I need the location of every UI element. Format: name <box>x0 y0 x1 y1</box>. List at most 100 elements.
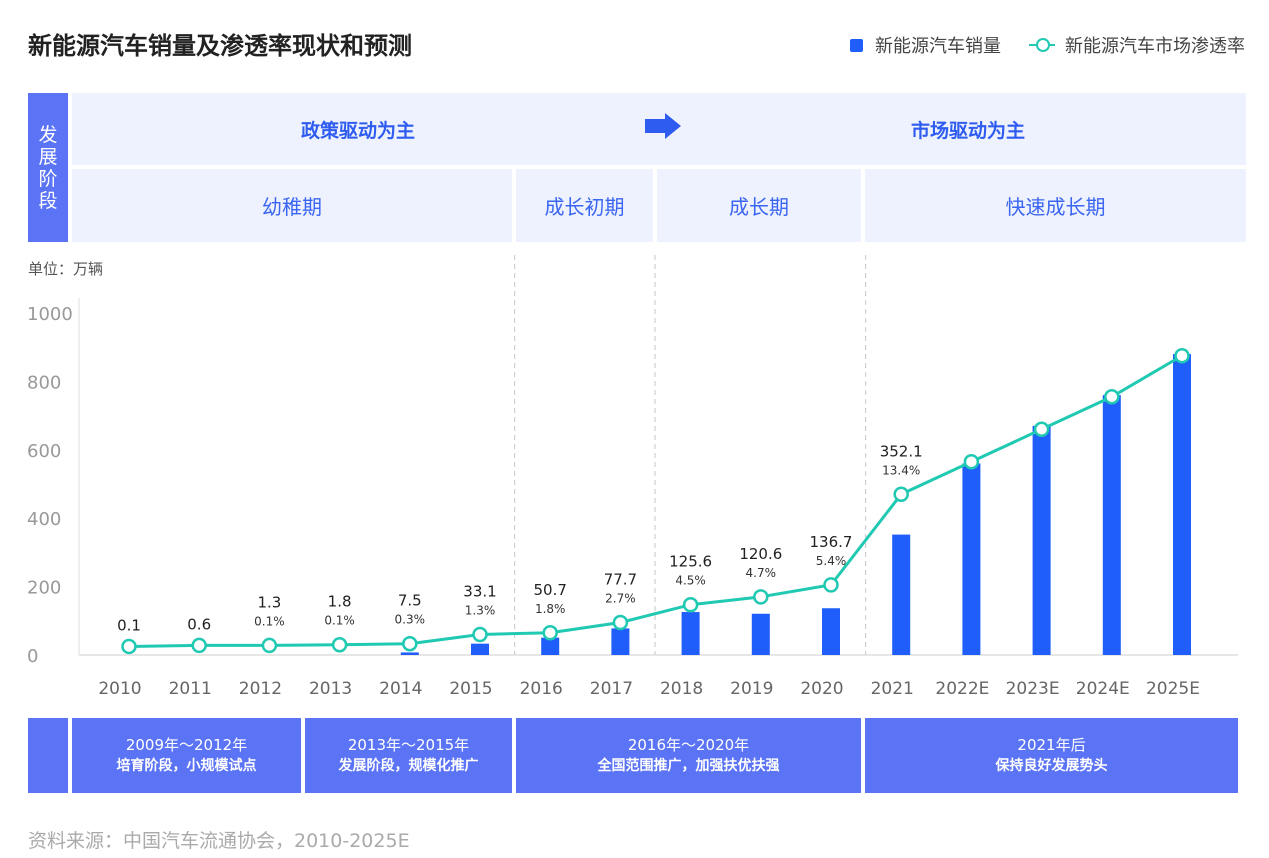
market-driven-band: 市场驱动为主 <box>690 93 1246 165</box>
stage-side-label: 发展阶段 <box>28 93 68 242</box>
bar-swatch-icon <box>850 38 863 52</box>
value-label-2019: 120.6 <box>739 545 782 563</box>
y-tick-label: 600 <box>27 441 61 462</box>
footer-period-3-desc: 全国范围推广，加强扶优扶强 <box>597 757 780 774</box>
value-label-2018: 125.6 <box>669 553 712 571</box>
legend: 新能源汽车销量 新能源汽车市场渗透率 <box>822 32 1245 58</box>
x-tick-label: 2015 <box>449 679 492 699</box>
x-tick-label: 2018 <box>660 679 703 699</box>
rate-label-2020: 5.4% <box>816 554 847 568</box>
value-label-2020: 136.7 <box>810 533 853 551</box>
x-tick-label: 2014 <box>379 679 422 699</box>
footer-period-4-desc: 保持良好发展势头 <box>995 757 1108 774</box>
rate-label-2017: 2.7% <box>605 592 636 606</box>
rate-label-2019: 4.7% <box>746 566 777 580</box>
rate-label-2013: 0.1% <box>324 614 355 628</box>
phase-rapid-growth-label: 快速成长期 <box>1005 195 1106 219</box>
rate-label-2015: 1.3% <box>465 603 496 617</box>
bar-2015 <box>471 643 489 655</box>
y-tick-label: 0 <box>27 646 38 667</box>
penetration-point-2013 <box>331 636 348 653</box>
value-label-2010: 0.1 <box>117 616 141 634</box>
bar-2014 <box>400 652 419 655</box>
x-tick-label: 2017 <box>590 679 633 699</box>
phase-growth: 成长期 <box>657 169 861 242</box>
footer-period-1-desc: 培育阶段，小规模试点 <box>116 757 257 774</box>
value-label-2017: 77.7 <box>604 571 637 589</box>
bar-2016 <box>541 637 560 655</box>
x-tick-label: 2022E <box>935 679 989 699</box>
phase-infant-label: 幼稚期 <box>262 195 322 219</box>
policy-driven-band: 政策驱动为主 <box>72 93 644 165</box>
bar-2023E <box>1032 425 1051 655</box>
stage-side-text: 发展阶段 <box>38 123 58 212</box>
value-label-2014: 7.5 <box>398 592 422 610</box>
x-tick-label: 2019 <box>730 679 773 699</box>
market-driven-label: 市场驱动为主 <box>910 119 1025 142</box>
penetration-point-2017 <box>612 614 629 631</box>
penetration-point-2022E <box>963 454 980 470</box>
x-tick-label: 2023E <box>1006 679 1060 699</box>
footer-period-3-years: 2016年～2020年 <box>627 735 750 754</box>
footer-side-block <box>28 718 68 793</box>
x-tick-label: 2021 <box>871 679 914 699</box>
y-tick-label: 800 <box>27 372 61 393</box>
x-tick-label: 2024E <box>1076 679 1130 699</box>
penetration-point-2018 <box>682 596 699 613</box>
bar-2025E <box>1173 354 1191 655</box>
right-arrow-icon <box>645 113 681 139</box>
source-note: 资料来源：中国汽车流通协会，2010-2025E <box>28 830 410 852</box>
value-label-2015: 33.1 <box>463 582 496 600</box>
line-marker-icon <box>1029 38 1055 52</box>
rate-label-2018: 4.5% <box>675 574 706 588</box>
x-tick-label: 2012 <box>239 679 282 699</box>
value-label-2011: 0.6 <box>187 615 211 633</box>
penetration-point-2015 <box>472 626 488 643</box>
value-label-2021: 352.1 <box>880 442 923 460</box>
x-tick-label: 2020 <box>800 679 843 699</box>
penetration-point-2023E <box>1033 421 1050 438</box>
penetration-point-2025E <box>1174 348 1190 364</box>
legend-item-sales: 新能源汽车销量 <box>850 32 1001 58</box>
y-tick-label: 400 <box>27 509 61 530</box>
x-tick-label: 2025E <box>1146 679 1200 699</box>
penetration-point-2014 <box>402 635 418 652</box>
penetration-point-2010 <box>121 638 137 655</box>
phase-infant: 幼稚期 <box>72 169 512 242</box>
bar-2019 <box>751 613 770 655</box>
bar-2024E <box>1102 395 1121 655</box>
value-label-2013: 1.8 <box>328 593 352 611</box>
penetration-point-2011 <box>191 637 207 654</box>
penetration-point-2012 <box>261 637 278 654</box>
penetration-point-2020 <box>823 577 839 593</box>
penetration-point-2019 <box>753 589 769 605</box>
bar-2017 <box>611 628 630 655</box>
penetration-point-2021 <box>893 486 909 503</box>
x-tick-label: 2016 <box>520 679 563 699</box>
penetration-point-2024E <box>1104 389 1120 405</box>
rate-label-2012: 0.1% <box>254 614 285 628</box>
footer-period-4-years: 2021年后 <box>1017 735 1086 754</box>
bar-2018 <box>681 612 700 655</box>
x-tick-label: 2011 <box>169 679 212 699</box>
phase-early-growth: 成长初期 <box>516 169 653 242</box>
footer-period-2-desc: 发展阶段，规模化推广 <box>338 757 479 774</box>
bar-2021 <box>892 534 911 655</box>
phase-growth-label: 成长期 <box>729 195 789 219</box>
policy-driven-label: 政策驱动为主 <box>300 119 415 142</box>
value-label-2016: 50.7 <box>533 581 566 599</box>
x-tick-label: 2010 <box>98 679 141 699</box>
bar-2020 <box>822 608 840 655</box>
legend-label-sales: 新能源汽车销量 <box>875 36 1001 57</box>
bar-2022E <box>962 463 981 655</box>
footer-period-1: 2009年～2012年 培育阶段，小规模试点 <box>72 718 301 793</box>
y-tick-label: 1000 <box>27 304 73 325</box>
footer-period-1-years: 2009年～2012年 <box>125 735 248 754</box>
rate-label-2014: 0.3% <box>395 613 426 627</box>
phase-early-growth-label: 成长初期 <box>544 195 625 219</box>
footer-period-2-years: 2013年～2015年 <box>347 735 470 754</box>
rate-label-2016: 1.8% <box>535 602 566 616</box>
penetration-line <box>128 354 1183 648</box>
phase-rapid-growth: 快速成长期 <box>865 169 1246 242</box>
